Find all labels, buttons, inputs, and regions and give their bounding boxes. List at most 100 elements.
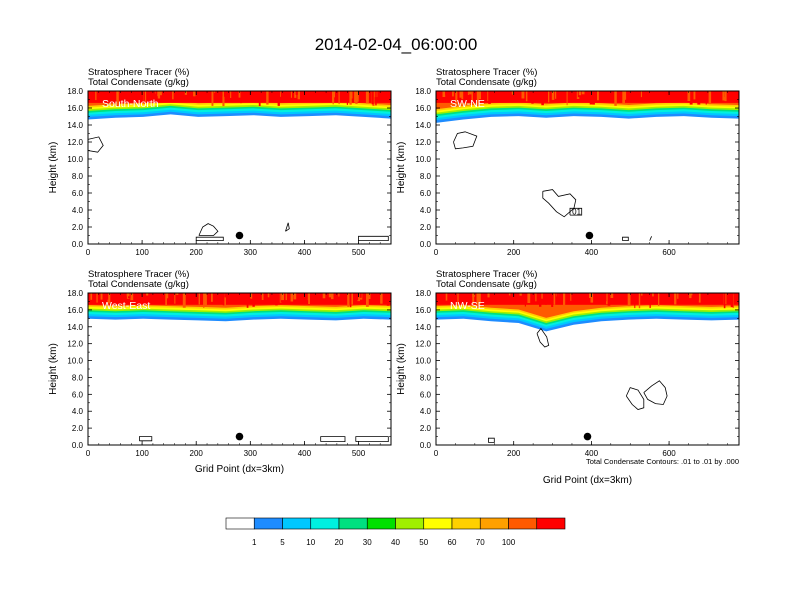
tracer-streak: [290, 91, 292, 98]
tracer-streak: [96, 293, 98, 303]
tracer-streak: [332, 91, 335, 98]
tracer-streak: [457, 293, 459, 306]
tracer-streak: [198, 293, 200, 305]
tracer-streak: [504, 293, 507, 301]
tracer-streak: [478, 293, 481, 305]
tracer-streak: [193, 91, 196, 102]
y-tick-label: 16.0: [415, 104, 431, 113]
tracer-streak: [487, 91, 489, 102]
tracer-streak: [338, 293, 340, 297]
tracer-streak: [371, 91, 374, 105]
tracer-streak: [476, 293, 479, 308]
x-tick-label: 100: [135, 248, 149, 257]
condensate-contours: [87, 136, 389, 242]
tracer-streak: [359, 293, 362, 298]
tracer-streak: [113, 293, 117, 301]
y-tick-label: 2.0: [420, 424, 432, 433]
tracer-streak: [293, 293, 297, 300]
y-tick-label: 12.0: [415, 138, 431, 147]
y-tick-label: 2.0: [72, 424, 84, 433]
tracer-streak: [601, 91, 604, 98]
contour-line: [195, 236, 224, 242]
contour-label: 01: [572, 208, 581, 217]
x-tick-label: 100: [135, 449, 149, 458]
y-tick-label: 2.0: [420, 223, 432, 232]
tracer-streak: [214, 91, 216, 93]
tracer-streak: [356, 91, 359, 102]
tracer-streak: [159, 91, 162, 96]
y-tick-label: 8.0: [420, 172, 432, 181]
x-tick-label: 300: [244, 449, 258, 458]
tracer-streak: [652, 293, 654, 297]
tracer-streak: [695, 293, 699, 302]
y-tick-label: 6.0: [420, 189, 432, 198]
tracer-band: [436, 91, 739, 103]
tracer-streak: [563, 293, 566, 307]
tracer-field: [436, 91, 739, 123]
tracer-streak: [467, 91, 469, 95]
colorbar-swatch: [479, 517, 509, 530]
x-tick-label: 600: [662, 248, 676, 257]
panel-label: South-North: [102, 98, 159, 110]
contour-line: [643, 380, 668, 405]
tracer-streak: [203, 293, 205, 308]
colorbar-swatch: [366, 517, 396, 530]
condensate-contours: 01: [453, 131, 652, 242]
x-axis-label: Grid Point (dx=3km): [195, 464, 284, 475]
tracer-streak: [655, 293, 657, 304]
tracer-field: [88, 293, 391, 322]
tracer-streak: [578, 293, 582, 301]
tracer-streak: [294, 91, 297, 98]
tracer-streak: [581, 91, 585, 95]
tracer-streak: [458, 91, 460, 99]
colorbar-label: 30: [363, 538, 372, 547]
tracer-streak: [365, 91, 369, 104]
tracer-streak: [677, 293, 679, 299]
tracer-streak: [211, 91, 214, 106]
tracer-streak: [184, 91, 187, 95]
tracer-streak: [99, 91, 101, 98]
tracer-streak: [290, 293, 294, 302]
tracer-streak: [513, 91, 516, 95]
tracer-streak: [189, 293, 192, 303]
tracer-streak: [354, 91, 356, 103]
tracer-streak: [610, 293, 614, 298]
tracer-streak: [687, 91, 691, 101]
location-marker: [235, 231, 244, 240]
tracer-streak: [258, 91, 261, 106]
tracer-streak: [566, 293, 568, 296]
y-tick-label: 12.0: [67, 340, 83, 349]
x-tick-label: 0: [86, 449, 91, 458]
location-marker: [585, 231, 594, 240]
colorbar-label: 60: [448, 538, 457, 547]
y-tick-label: 8.0: [420, 373, 432, 382]
tracer-streak: [132, 91, 134, 97]
tracer-streak: [511, 293, 513, 302]
tracer-streak: [689, 293, 692, 299]
tracer-streak: [524, 293, 526, 307]
panel-title-line: Total Condensate (g/kg): [88, 279, 189, 290]
tracer-streak: [461, 91, 464, 100]
tracer-streak: [266, 91, 269, 105]
condensate-contours: [138, 436, 389, 443]
y-tick-label: 18.0: [67, 289, 83, 298]
tracer-streak: [708, 91, 712, 105]
figure-title: 2014-02-04_06:00:00: [315, 35, 478, 54]
y-axis-label: Height (km): [396, 142, 407, 194]
y-tick-label: 0.0: [420, 441, 432, 450]
y-tick-label: 16.0: [67, 104, 83, 113]
tracer-streak: [254, 293, 257, 305]
tracer-streak: [606, 293, 609, 305]
tracer-streak: [607, 293, 611, 306]
tracer-streak: [206, 293, 209, 301]
panel-title-line: Stratosphere Tracer (%): [88, 67, 189, 78]
tracer-streak: [640, 293, 643, 305]
tracer-streak: [224, 293, 228, 298]
tracer-streak: [356, 293, 359, 298]
tracer-streak: [89, 293, 93, 300]
x-tick-label: 200: [507, 248, 521, 257]
y-tick-label: 0.0: [72, 240, 84, 249]
tracer-streak: [519, 293, 522, 296]
tracer-streak: [338, 91, 340, 105]
contour-line: [569, 207, 583, 216]
